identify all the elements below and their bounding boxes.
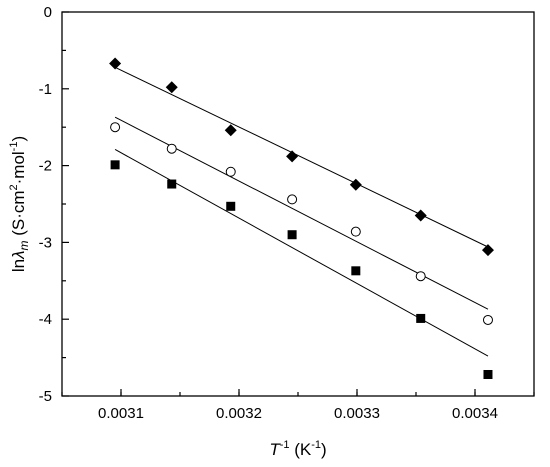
diamond-point bbox=[349, 178, 362, 191]
circle-point bbox=[482, 314, 493, 325]
fit-lines bbox=[114, 66, 489, 357]
square-point bbox=[226, 201, 236, 211]
x-tick-label: 0.0031 bbox=[98, 405, 144, 422]
diamond-point bbox=[224, 124, 237, 137]
circle-point bbox=[166, 143, 177, 154]
y-axis-title: lnλm (S·cm2·mol-1) bbox=[8, 136, 31, 272]
y-tick-label: -1 bbox=[39, 81, 52, 98]
circle-point bbox=[350, 226, 361, 237]
square-point bbox=[351, 266, 361, 276]
data-markers bbox=[109, 57, 494, 379]
circle-point bbox=[110, 122, 121, 133]
diamond-point bbox=[109, 57, 122, 70]
x-tick-label: 0.0033 bbox=[334, 405, 380, 422]
diamond-point bbox=[165, 81, 178, 94]
y-tick-label: -3 bbox=[39, 234, 52, 251]
plot-frame bbox=[61, 11, 535, 397]
y-tick-label: -5 bbox=[39, 388, 52, 405]
y-tick-label: -4 bbox=[39, 311, 52, 328]
square-point bbox=[110, 160, 120, 170]
square-point bbox=[287, 230, 297, 240]
diamond-point bbox=[481, 244, 494, 257]
circle-point bbox=[415, 271, 426, 282]
square-point bbox=[416, 313, 426, 323]
x-tick-label: 0.0034 bbox=[452, 405, 498, 422]
fit-line bbox=[114, 116, 489, 310]
x-axis: 0.0031 0.0032 0.0033 0.0034 bbox=[61, 389, 535, 422]
diamond-point bbox=[286, 150, 299, 163]
y-tick-label: 0 bbox=[44, 4, 52, 21]
x-tick-label: 0.0032 bbox=[216, 405, 262, 422]
square-point bbox=[167, 179, 177, 189]
fit-line bbox=[114, 66, 489, 248]
circle-point bbox=[287, 194, 298, 205]
square-point bbox=[483, 369, 493, 379]
x-axis-title: T-1 (K-1) bbox=[269, 439, 326, 459]
diamond-point bbox=[414, 209, 427, 222]
fit-line bbox=[114, 149, 489, 357]
circle-point bbox=[225, 166, 236, 177]
y-axis: 0 -1 -2 -3 -4 -5 bbox=[39, 4, 69, 405]
y-tick-label: -2 bbox=[39, 158, 52, 175]
